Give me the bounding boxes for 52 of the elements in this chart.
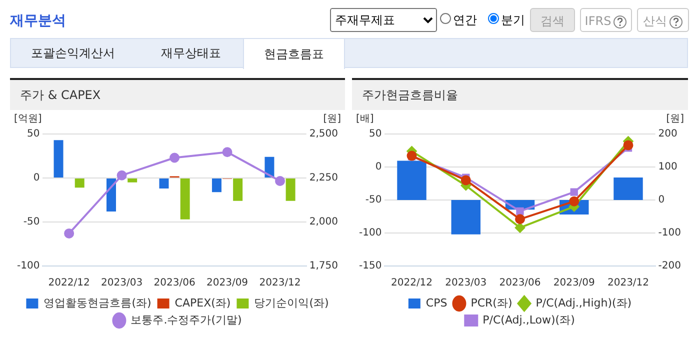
y-tick-label: 50 (368, 128, 382, 140)
x-tick-label: 2023/03 (445, 278, 487, 289)
text: 산식 (637, 8, 689, 32)
y2-tick-label: 100 (658, 162, 678, 173)
x-tick-label: 2023/12 (607, 278, 650, 289)
text: 분기 (500, 12, 525, 29)
legend-label: PCR(좌) (470, 296, 512, 310)
legend-label: P/C(Adj.,High)(좌) (536, 296, 632, 310)
y-tick-label: 50 (26, 128, 40, 140)
text: 검색 (530, 8, 575, 32)
y2-tick-label: 2,500 (309, 128, 338, 140)
legend-label: CPS (426, 296, 448, 310)
text: 주재무제표 (330, 8, 437, 32)
x-tick-label: 2023/09 (206, 278, 248, 289)
x-tick-label: 2023/06 (499, 278, 541, 289)
y-axis-title: [억원] (14, 114, 42, 125)
text: 재무상태표 (160, 45, 222, 62)
x-tick-label: 2022/12 (48, 278, 90, 289)
text: 연간 (452, 12, 477, 29)
y2-tick-label: 2,250 (309, 172, 338, 184)
x-tick-label: 2023/09 (553, 278, 595, 289)
y2-tick-label: 200 (658, 128, 678, 140)
legend-label: 당기순이익(좌) (254, 296, 329, 310)
y2-tick-label: 1,750 (309, 260, 338, 272)
y-tick-label: 0 (375, 162, 382, 173)
legend-label: 보통주.수정주가(기말) (130, 313, 242, 326)
y2-tick-label: 0 (658, 194, 665, 206)
legend-label: 영업활동현금흐름(좌) (44, 296, 152, 310)
y-tick-label: -50 (23, 216, 40, 228)
y2-tick-label: 2,000 (309, 216, 338, 228)
y-tick-label: -100 (16, 260, 40, 272)
y2-axis-title: [원] (323, 114, 342, 125)
x-tick-label: 2023/03 (101, 278, 143, 289)
x-tick-label: 2023/12 (259, 278, 301, 289)
y2-axis-title: [원] (666, 114, 684, 125)
text: IFRS (580, 8, 632, 32)
y-axis-title: [배] (356, 114, 374, 125)
y-tick-label: -100 (358, 228, 382, 239)
y-tick-label: -50 (365, 194, 382, 206)
text: 현금흐름표 (243, 38, 345, 69)
text: 재무분석 (10, 12, 66, 30)
y-tick-label: 0 (33, 172, 40, 184)
y2-tick-label: -100 (658, 228, 682, 239)
legend-label: CAPEX(좌) (174, 296, 231, 310)
x-tick-label: 2022/12 (390, 278, 433, 289)
y2-tick-label: -200 (658, 260, 682, 272)
y-tick-label: -150 (358, 260, 382, 272)
text: 포괄손익계산서 (30, 45, 116, 62)
chart-title: 주가현금흐름비율 (352, 80, 688, 110)
chart-title: 주가 & CAPEX (10, 80, 345, 110)
legend-label: P/C(Adj.,Low)(좌) (482, 313, 575, 326)
x-tick-label: 2023/06 (154, 278, 196, 289)
